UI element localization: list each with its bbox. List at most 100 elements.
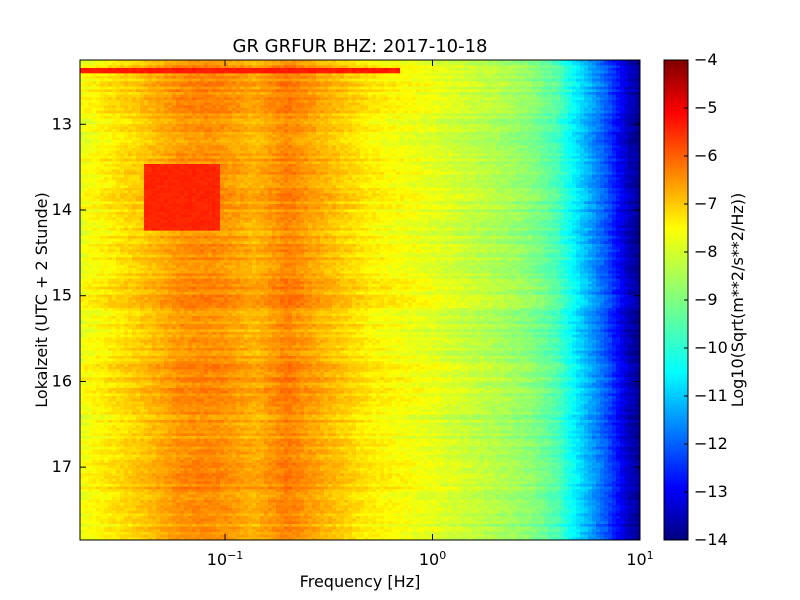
heatmap-cell <box>336 153 340 156</box>
heatmap-cell <box>140 127 144 130</box>
heatmap-cell <box>296 89 300 92</box>
heatmap-cell <box>292 95 296 98</box>
heatmap-cell <box>604 71 608 74</box>
heatmap-cell <box>140 151 144 154</box>
heatmap-cell <box>436 68 440 71</box>
heatmap-cell <box>404 140 408 143</box>
heatmap-cell <box>612 111 616 114</box>
heatmap-cell <box>92 76 96 79</box>
heatmap-cell <box>452 132 456 135</box>
heatmap-cell <box>596 121 600 124</box>
heatmap-cell <box>112 92 116 95</box>
heatmap-cell <box>400 116 404 119</box>
heatmap-cell <box>344 116 348 119</box>
heatmap-cell <box>472 121 476 124</box>
heatmap-cell <box>108 116 112 119</box>
heatmap-cell <box>240 108 244 111</box>
heatmap-cell <box>280 113 284 116</box>
heatmap-cell <box>504 81 508 84</box>
heatmap-cell <box>308 76 312 79</box>
heatmap-cell <box>448 103 452 106</box>
heatmap-cell <box>584 113 588 116</box>
heatmap-cell <box>496 63 500 66</box>
heatmap-cell <box>160 116 164 119</box>
heatmap-cell <box>96 105 100 108</box>
heatmap-cell <box>356 65 360 68</box>
heatmap-cell <box>216 95 220 98</box>
heatmap-cell <box>528 79 532 82</box>
heatmap-cell <box>620 89 624 92</box>
heatmap-cell <box>568 95 572 98</box>
heatmap-cell <box>436 92 440 95</box>
heatmap-cell <box>540 63 544 66</box>
heatmap-cell <box>272 87 276 90</box>
heatmap-cell <box>232 97 236 100</box>
heatmap-cell <box>348 92 352 95</box>
heatmap-cell <box>300 76 304 79</box>
heatmap-cell <box>512 65 516 68</box>
heatmap-cell <box>216 103 220 106</box>
heatmap-cell <box>592 103 596 106</box>
heatmap-cell <box>196 79 200 82</box>
heatmap-cell <box>324 113 328 116</box>
heatmap-cell <box>168 81 172 84</box>
heatmap-cell <box>568 81 572 84</box>
heatmap-cell <box>244 84 248 87</box>
heatmap-cell <box>120 129 124 132</box>
heatmap-cell <box>576 89 580 92</box>
heatmap-cell <box>240 113 244 116</box>
heatmap-cell <box>572 87 576 90</box>
heatmap-cell <box>304 135 308 138</box>
heatmap-cell <box>604 113 608 116</box>
heatmap-cell <box>112 108 116 111</box>
heatmap-cell <box>128 143 132 146</box>
heatmap-cell <box>312 103 316 106</box>
heatmap-cell <box>120 143 124 146</box>
heatmap-cell <box>412 148 416 151</box>
heatmap-cell <box>444 132 448 135</box>
heatmap-cell <box>408 124 412 127</box>
heatmap-cell <box>380 68 384 71</box>
heatmap-cell <box>116 119 120 122</box>
heatmap-cell <box>236 153 240 156</box>
heatmap-cell <box>236 73 240 76</box>
heatmap-cell <box>472 76 476 79</box>
heatmap-cell <box>368 137 372 140</box>
heatmap-cell <box>560 108 564 111</box>
heatmap-cell <box>452 135 456 138</box>
heatmap-cell <box>628 76 632 79</box>
heatmap-cell <box>520 111 524 114</box>
heatmap-cell <box>124 68 128 71</box>
heatmap-cell <box>484 84 488 87</box>
heatmap-cell <box>484 127 488 130</box>
heatmap-cell <box>228 129 232 132</box>
heatmap-cell <box>152 119 156 122</box>
heatmap-cell <box>504 121 508 124</box>
heatmap-cell <box>228 103 232 106</box>
heatmap-cell <box>440 145 444 148</box>
heatmap-cell <box>568 97 572 100</box>
heatmap-cell <box>520 84 524 87</box>
heatmap-cell <box>312 87 316 90</box>
heatmap-cell <box>124 153 128 156</box>
heatmap-cell <box>396 143 400 146</box>
heatmap-cell <box>608 92 612 95</box>
heatmap-cell <box>532 121 536 124</box>
heatmap-cell <box>556 97 560 100</box>
heatmap-cell <box>464 92 468 95</box>
heatmap-cell <box>288 71 292 74</box>
heatmap-cell <box>620 76 624 79</box>
heatmap-cell <box>320 108 324 111</box>
heatmap-cell <box>316 76 320 79</box>
heatmap-cell <box>316 113 320 116</box>
heatmap-cell <box>280 103 284 106</box>
heatmap-cell <box>276 89 280 92</box>
heatmap-cell <box>604 68 608 71</box>
heatmap-cell <box>408 129 412 132</box>
heatmap-cell <box>104 71 108 74</box>
heatmap-cell <box>112 153 116 156</box>
heatmap-cell <box>536 89 540 92</box>
heatmap-cell <box>336 71 340 74</box>
heatmap-cell <box>520 135 524 138</box>
heatmap-cell <box>568 145 572 148</box>
